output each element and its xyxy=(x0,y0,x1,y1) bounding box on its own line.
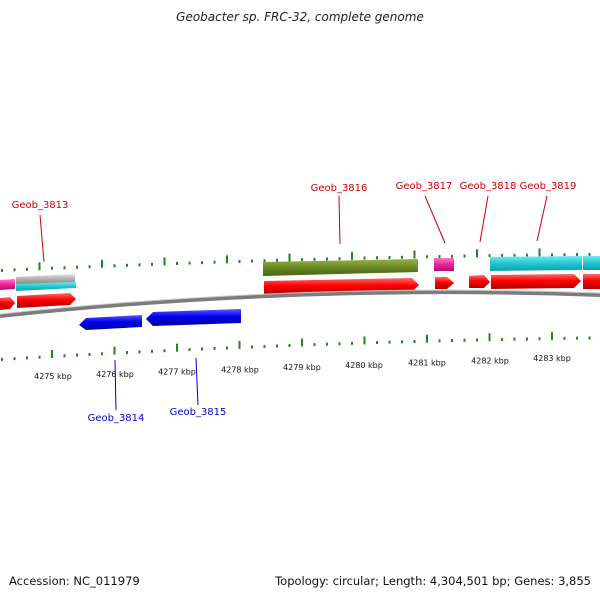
scale-label: 4283 kbp xyxy=(533,354,571,363)
pink-feature-left xyxy=(0,279,15,290)
scale-label: 4275 kbp xyxy=(34,372,72,381)
callout-line-3819 xyxy=(536,195,548,242)
outer-tick-marks xyxy=(1,248,591,272)
gene-label-3814: Geob_3814 xyxy=(88,413,145,424)
gene-label-3819: Geob_3819 xyxy=(520,181,577,192)
cyan-feature-3819 xyxy=(490,256,582,271)
inner-tick-marks xyxy=(1,332,591,361)
gene-arrow-3813 xyxy=(17,293,76,308)
callout-line-3813 xyxy=(39,214,45,263)
gene-label-3817: Geob_3817 xyxy=(396,181,453,192)
scale-label: 4279 kbp xyxy=(283,363,321,372)
gene-arrow-left-edge xyxy=(0,297,15,310)
gene-label-3815: Geob_3815 xyxy=(170,407,227,418)
gene-arrow-3819 xyxy=(491,274,581,289)
scale-label: 4281 kbp xyxy=(408,359,446,368)
genome-title: Geobacter sp. FRC-32, complete genome xyxy=(176,10,424,24)
callout-line-3816 xyxy=(338,195,341,245)
gene-arrow-3814 xyxy=(79,315,142,330)
genome-info-text: Topology: circular; Length: 4,304,501 bp… xyxy=(275,574,591,588)
genome-backbone xyxy=(0,290,600,318)
callout-line-3817 xyxy=(424,195,446,244)
callout-line-3818 xyxy=(479,195,489,243)
gene-label-3816: Geob_3816 xyxy=(311,183,368,194)
gene-arrow-3815 xyxy=(146,309,241,326)
gene-label-3818: Geob_3818 xyxy=(460,181,517,192)
gene-arrow-right-edge xyxy=(583,274,600,289)
gene-arrow-3818 xyxy=(469,275,490,288)
pink-feature-3817 xyxy=(434,258,454,271)
olive-feature-3816 xyxy=(263,259,418,276)
scale-label: 4277 kbp xyxy=(158,368,196,377)
genome-backbone-highlight xyxy=(0,289,600,315)
gene-labels: Geob_3813 Geob_3814 Geob_3815 Geob_3816 … xyxy=(12,181,577,424)
callout-line-3815 xyxy=(195,357,199,406)
accession-text: Accession: NC_011979 xyxy=(9,574,140,588)
feature-track xyxy=(0,256,600,330)
cyan-feature-right-edge xyxy=(583,256,600,270)
gene-label-3813: Geob_3813 xyxy=(12,200,69,211)
callout-line-3814 xyxy=(114,359,117,411)
gene-callout-lines xyxy=(39,195,548,411)
scale-label: 4278 kbp xyxy=(221,365,259,374)
gene-arrow-3817 xyxy=(435,277,454,289)
cyan-feature-left xyxy=(16,282,76,291)
scale-label: 4280 kbp xyxy=(345,361,383,370)
scale-label: 4282 kbp xyxy=(471,356,509,365)
